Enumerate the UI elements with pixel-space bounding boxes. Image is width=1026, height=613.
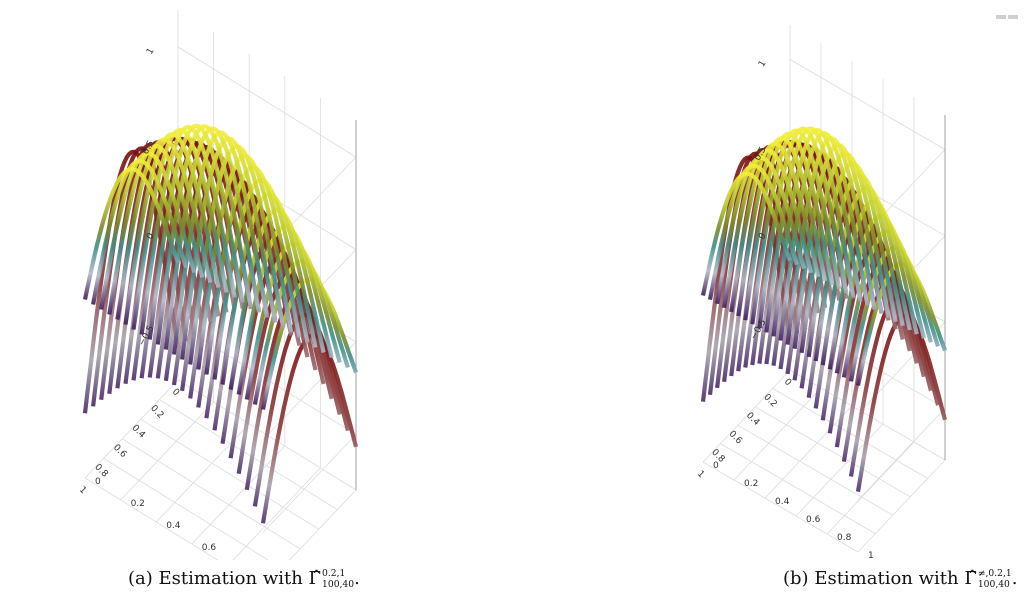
x-tick-label: 0.4 [130,423,147,440]
x-tick-label: 0 [170,387,181,398]
x-tick-label: 0.2 [148,404,165,421]
x-tick-label: 0.6 [111,443,128,460]
caption-a-subscript: 100,40 [322,579,355,590]
y-tick-label: 1 [868,551,874,560]
floor-grid-line [140,418,320,530]
z-tick-label: 1 [757,59,769,69]
surface-yellow-strip [139,124,237,335]
surface-yellow-strip [163,126,261,350]
y-tick-label: 0.6 [202,543,217,553]
caption-b-symbol: Γ̂ [964,568,977,589]
floor-grid-line [84,379,179,479]
caption-b-superscript: ≠,0.2,1 [977,568,1012,579]
surface-plot-b[interactable]: −0.5 0 0.5 1 0 0.2 0.4 0.6 0.8 1 0 0.2 0.4 0.6 0.8 1 [600,0,1026,560]
x-tick-label: 1 [695,469,706,480]
z-tick-label: 1 [145,47,157,57]
z-tick-label: 0 [757,231,769,241]
modebar-icon[interactable] [994,4,1020,19]
surface-yellow-strip [115,137,213,320]
caption-b-text: Estimation with [814,568,965,589]
surface-yellow-strip [123,131,221,325]
surface-yellow-strip [743,131,835,321]
y-tick-label: 0.2 [131,499,145,509]
floor-grid-line [103,458,269,560]
caption-a-label: (a) [128,568,153,589]
floor-grid-line [159,399,338,510]
surface-red-strip [700,155,793,402]
floor-grid-line [120,401,214,501]
surfaces [82,123,359,524]
floor-grid-line [289,489,357,560]
z-tick-label: 0 [145,231,157,241]
surface-yellow-strip [99,151,197,310]
floor-grid-line [737,424,894,516]
surface-yellow-strip [107,143,205,315]
y-tick-label: 0 [95,477,101,487]
caption-b-label: (b) [783,568,809,589]
floor-grid-line [764,405,853,499]
floor-grid-line [232,467,321,560]
floor-grid-line [702,461,859,553]
floor-grid-line [84,477,219,560]
x-tick-label: 0.2 [761,392,778,409]
surface-yellow-strip [750,128,842,325]
floor-grid-line [720,443,876,534]
caption-a-end: . [354,568,360,589]
surface-red-strip [260,332,359,524]
surface-yellow-strip [700,171,792,296]
caption-a: (a) Estimation with Γ̂ 0.2,1 100,40. [128,568,360,590]
caption-b-subscript: 100,40 [977,579,1010,590]
x-tick-label: 1 [77,485,88,496]
surface-yellow-strip [715,155,807,305]
floor-grid-line [857,459,946,553]
x-tick-label: 0.6 [727,429,744,446]
surface-yellow-strip [729,141,821,313]
floor-grid-line [702,369,791,463]
surface-yellow-strip [91,158,189,305]
surface-red-strip [855,313,948,492]
floor-grid-line [121,438,301,550]
surfaces [700,126,948,492]
caption-a-text: Estimation with [158,568,309,589]
floor-grid-line [789,369,946,461]
floor-grid-line [191,445,286,545]
floor-grid-line [826,441,915,535]
caption-a-symbol: Γ̂ [308,568,322,589]
surface-yellow-strip [736,136,828,317]
floor-grid-line [733,387,822,481]
caption-b-end: . [1011,568,1018,589]
y-tick-label: 0 [713,461,719,471]
y-tick-label: 0.2 [744,479,758,489]
y-tick-label: 0.4 [166,521,181,531]
caption-a-superscript: 0.2,1 [322,568,346,579]
surface-yellow-strip [131,127,229,330]
floor-grid-line [754,406,911,498]
y-tick-label: 0.4 [775,497,790,507]
caption-b: (b) Estimation with Γ̂ ≠,0.2,1 100,40. [783,568,1017,590]
surface-yellow-strip [757,126,849,329]
surface-yellow-strip [82,166,180,300]
y-tick-label: 0.6 [806,515,821,525]
surface-yellow-strip [764,126,856,333]
x-tick-label: 0 [782,377,793,388]
surface-yellow-strip [722,148,814,309]
x-tick-label: 0.4 [744,411,761,428]
y-tick-label: 0.8 [837,533,852,543]
surface-yellow-strip [260,276,358,410]
surface-yellow-strip [707,163,800,301]
